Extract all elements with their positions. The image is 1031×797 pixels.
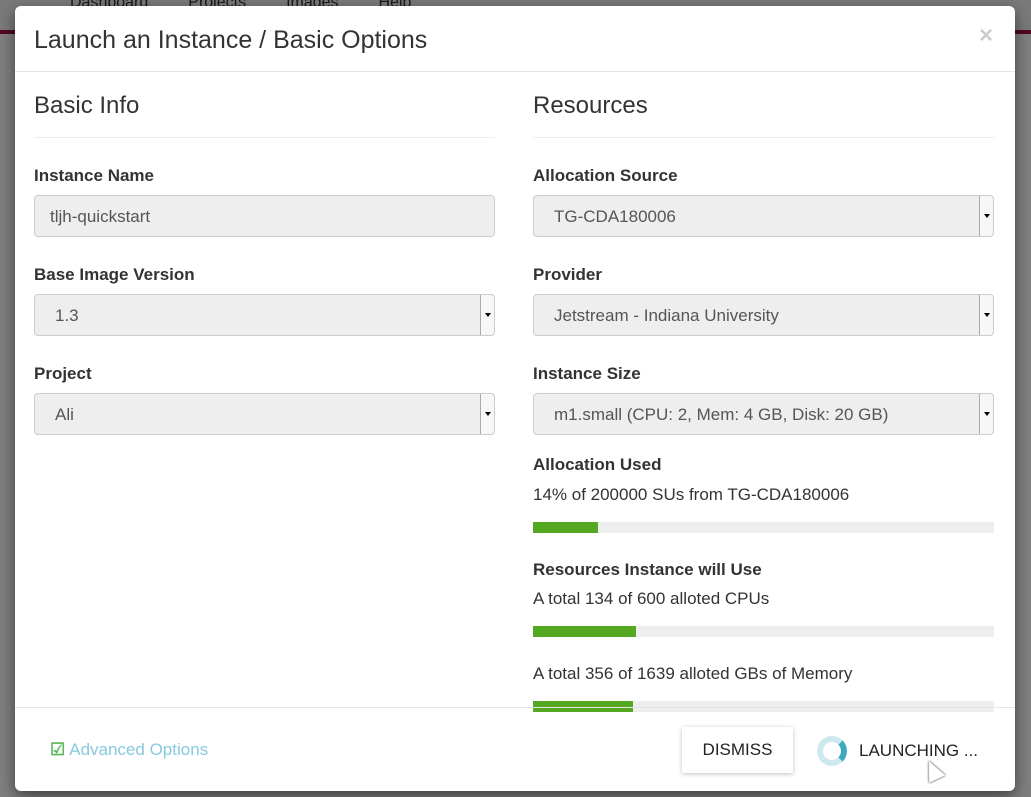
project-label: Project [34,364,92,383]
dismiss-button[interactable]: DISMISS [682,727,793,773]
dropdown-arrow-icon [979,394,993,434]
section-heading: Basic Info [34,92,495,138]
select-value: m1.small (CPU: 2, Mem: 4 GB, Disk: 20 GB… [554,405,889,424]
resources-will-use-label: Resources Instance will Use [533,560,762,579]
instance-size-label: Instance Size [533,364,641,383]
select-value: 1.3 [55,306,79,325]
dropdown-arrow-icon [979,196,993,236]
resources-section: Resources Allocation Source TG-CDA180006… [533,72,994,712]
select-value: TG-CDA180006 [554,207,676,226]
select-value: Ali [55,405,74,424]
progress-fill [533,626,636,637]
modal-footer: ☑ Advanced Options DISMISS LAUNCHING ... [15,707,1015,791]
checkbox-checked-icon: ☑ [50,740,66,759]
allocation-source-select[interactable]: TG-CDA180006 [533,195,994,237]
allocation-source-label: Allocation Source [533,166,678,185]
cpus-text: A total 134 of 600 alloted CPUs [533,589,770,608]
section-heading: Resources [533,92,994,138]
provider-label: Provider [533,265,602,284]
base-image-version-label: Base Image Version [34,265,195,284]
progress-fill [533,522,598,533]
advanced-options-link[interactable]: ☑ Advanced Options [50,740,208,760]
allocation-used-text: 14% of 200000 SUs from TG-CDA180006 [533,485,850,504]
instance-name-input[interactable]: tljh-quickstart [34,195,495,237]
allocation-used-bar [533,522,994,533]
basic-info-section: Basic Info Instance Name tljh-quickstart… [34,72,495,435]
memory-bar [533,701,994,712]
advanced-options-label: Advanced Options [69,740,209,759]
launching-button[interactable]: LAUNCHING ... [817,736,978,766]
launching-label: LAUNCHING ... [859,741,979,760]
loading-spinner-icon [817,736,847,766]
launch-instance-modal: Launch an Instance / Basic Options × Bas… [15,6,1015,791]
instance-size-select[interactable]: m1.small (CPU: 2, Mem: 4 GB, Disk: 20 GB… [533,393,994,435]
project-select[interactable]: Ali [34,393,495,435]
base-image-version-select[interactable]: 1.3 [34,294,495,336]
dropdown-arrow-icon [480,394,494,434]
memory-text: A total 356 of 1639 alloted GBs of Memor… [533,664,853,683]
modal-header: Launch an Instance / Basic Options × [15,6,1015,72]
close-icon[interactable]: × [978,22,993,49]
instance-name-label: Instance Name [34,166,154,185]
modal-title: Launch an Instance / Basic Options [34,26,428,54]
cpus-bar [533,626,994,637]
provider-select[interactable]: Jetstream - Indiana University [533,294,994,336]
dropdown-arrow-icon [979,295,993,335]
select-value: Jetstream - Indiana University [554,306,779,325]
allocation-used-label: Allocation Used [533,455,662,474]
dropdown-arrow-icon [480,295,494,335]
progress-fill [533,701,634,712]
